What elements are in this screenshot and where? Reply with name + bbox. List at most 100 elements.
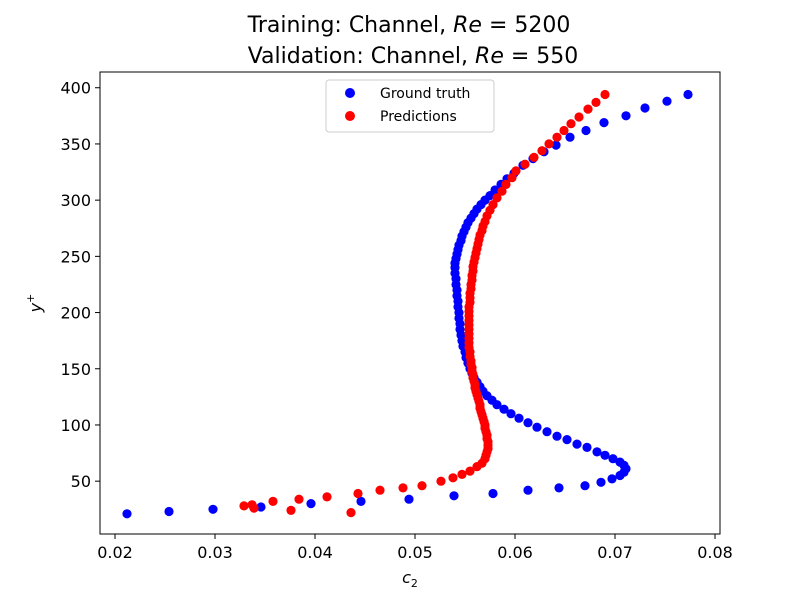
data-point	[562, 435, 572, 445]
y-axis: 50 100 150 200 250 300 350 400	[60, 79, 100, 491]
data-point	[532, 422, 542, 432]
x-tick-label: 0.03	[197, 543, 233, 562]
chart-title-line1: Training: Channel, Re = 5200	[247, 13, 571, 38]
data-point	[490, 185, 500, 195]
data-point	[574, 112, 584, 122]
chart-title-line2: Validation: Channel, Re = 550	[248, 44, 579, 69]
data-point	[353, 488, 363, 499]
x-axis-label: c2	[402, 568, 418, 590]
data-point	[239, 501, 249, 511]
data-point	[511, 166, 521, 176]
data-point	[580, 481, 590, 491]
data-point	[164, 506, 174, 517]
data-point	[507, 173, 517, 183]
data-point	[294, 494, 304, 504]
y-tick-label: 150	[60, 360, 91, 379]
data-point	[537, 146, 547, 156]
x-tick-label: 0.02	[97, 543, 133, 562]
data-point	[640, 103, 650, 113]
data-point	[552, 431, 562, 441]
legend-box	[325, 79, 495, 133]
data-point	[247, 500, 257, 510]
data-point	[600, 450, 610, 460]
x-tick-label: 0.06	[497, 543, 533, 562]
data-point	[506, 409, 516, 419]
y-tick-label: 200	[60, 304, 91, 323]
data-point	[591, 97, 601, 107]
data-point	[306, 499, 316, 509]
data-point	[356, 496, 366, 506]
x-axis: 0.02 0.03 0.04 0.05 0.06 0.07 0.08	[97, 534, 733, 562]
data-point	[488, 200, 498, 210]
data-point	[499, 404, 509, 414]
data-point	[488, 488, 498, 499]
data-point	[449, 491, 459, 501]
data-point	[596, 477, 606, 487]
data-point	[286, 505, 296, 515]
data-point	[529, 152, 539, 162]
data-point	[448, 473, 458, 483]
data-point	[662, 96, 672, 106]
x-tick-label: 0.04	[297, 543, 333, 562]
data-point	[566, 119, 576, 129]
plot-area	[122, 89, 693, 519]
y-tick-label: 250	[60, 247, 91, 266]
data-point	[544, 139, 554, 149]
data-point	[256, 502, 266, 512]
data-point	[551, 140, 561, 150]
data-point	[599, 118, 609, 128]
data-point	[600, 89, 610, 100]
data-point	[514, 413, 524, 423]
legend-marker-ground-truth	[345, 88, 355, 98]
data-point	[497, 186, 507, 196]
data-point	[572, 439, 582, 449]
data-point	[523, 485, 533, 495]
data-point	[398, 483, 408, 493]
data-point	[615, 457, 625, 467]
data-point	[122, 509, 132, 519]
data-point	[565, 132, 575, 142]
data-point	[581, 125, 591, 136]
data-point	[436, 476, 446, 486]
data-point	[417, 481, 427, 491]
y-tick-label: 300	[60, 191, 91, 210]
y-tick-label: 50	[71, 472, 91, 491]
data-point	[492, 193, 502, 203]
x-tick-label: 0.05	[397, 543, 433, 562]
axes-frame	[99, 71, 721, 535]
data-point	[583, 104, 593, 114]
data-point	[621, 111, 631, 121]
data-point	[465, 466, 475, 476]
legend: Ground truth Predictions	[325, 79, 495, 133]
data-point	[608, 454, 618, 464]
legend-marker-predictions	[345, 111, 355, 121]
data-point	[523, 418, 533, 428]
y-tick-label: 100	[60, 416, 91, 435]
data-point	[501, 179, 511, 189]
data-point	[683, 89, 693, 100]
data-point	[582, 442, 592, 452]
data-point	[520, 159, 530, 169]
data-point	[457, 469, 467, 479]
data-point	[607, 474, 617, 484]
x-tick-label: 0.07	[597, 543, 633, 562]
series-predictions	[239, 89, 610, 518]
y-tick-label: 350	[60, 135, 91, 154]
legend-label-ground-truth: Ground truth	[380, 86, 470, 102]
data-point	[208, 504, 218, 514]
data-point	[346, 507, 356, 518]
data-point	[542, 427, 552, 437]
y-tick-label: 400	[60, 79, 91, 98]
data-point	[554, 483, 564, 493]
data-point	[375, 485, 385, 495]
data-point	[322, 492, 332, 502]
data-point	[552, 132, 562, 142]
data-point	[592, 447, 602, 457]
y-axis-label: y+	[24, 294, 45, 314]
data-point	[268, 496, 278, 506]
data-point	[404, 494, 414, 504]
x-tick-label: 0.08	[697, 543, 733, 562]
legend-label-predictions: Predictions	[380, 109, 457, 125]
data-point	[559, 125, 569, 136]
